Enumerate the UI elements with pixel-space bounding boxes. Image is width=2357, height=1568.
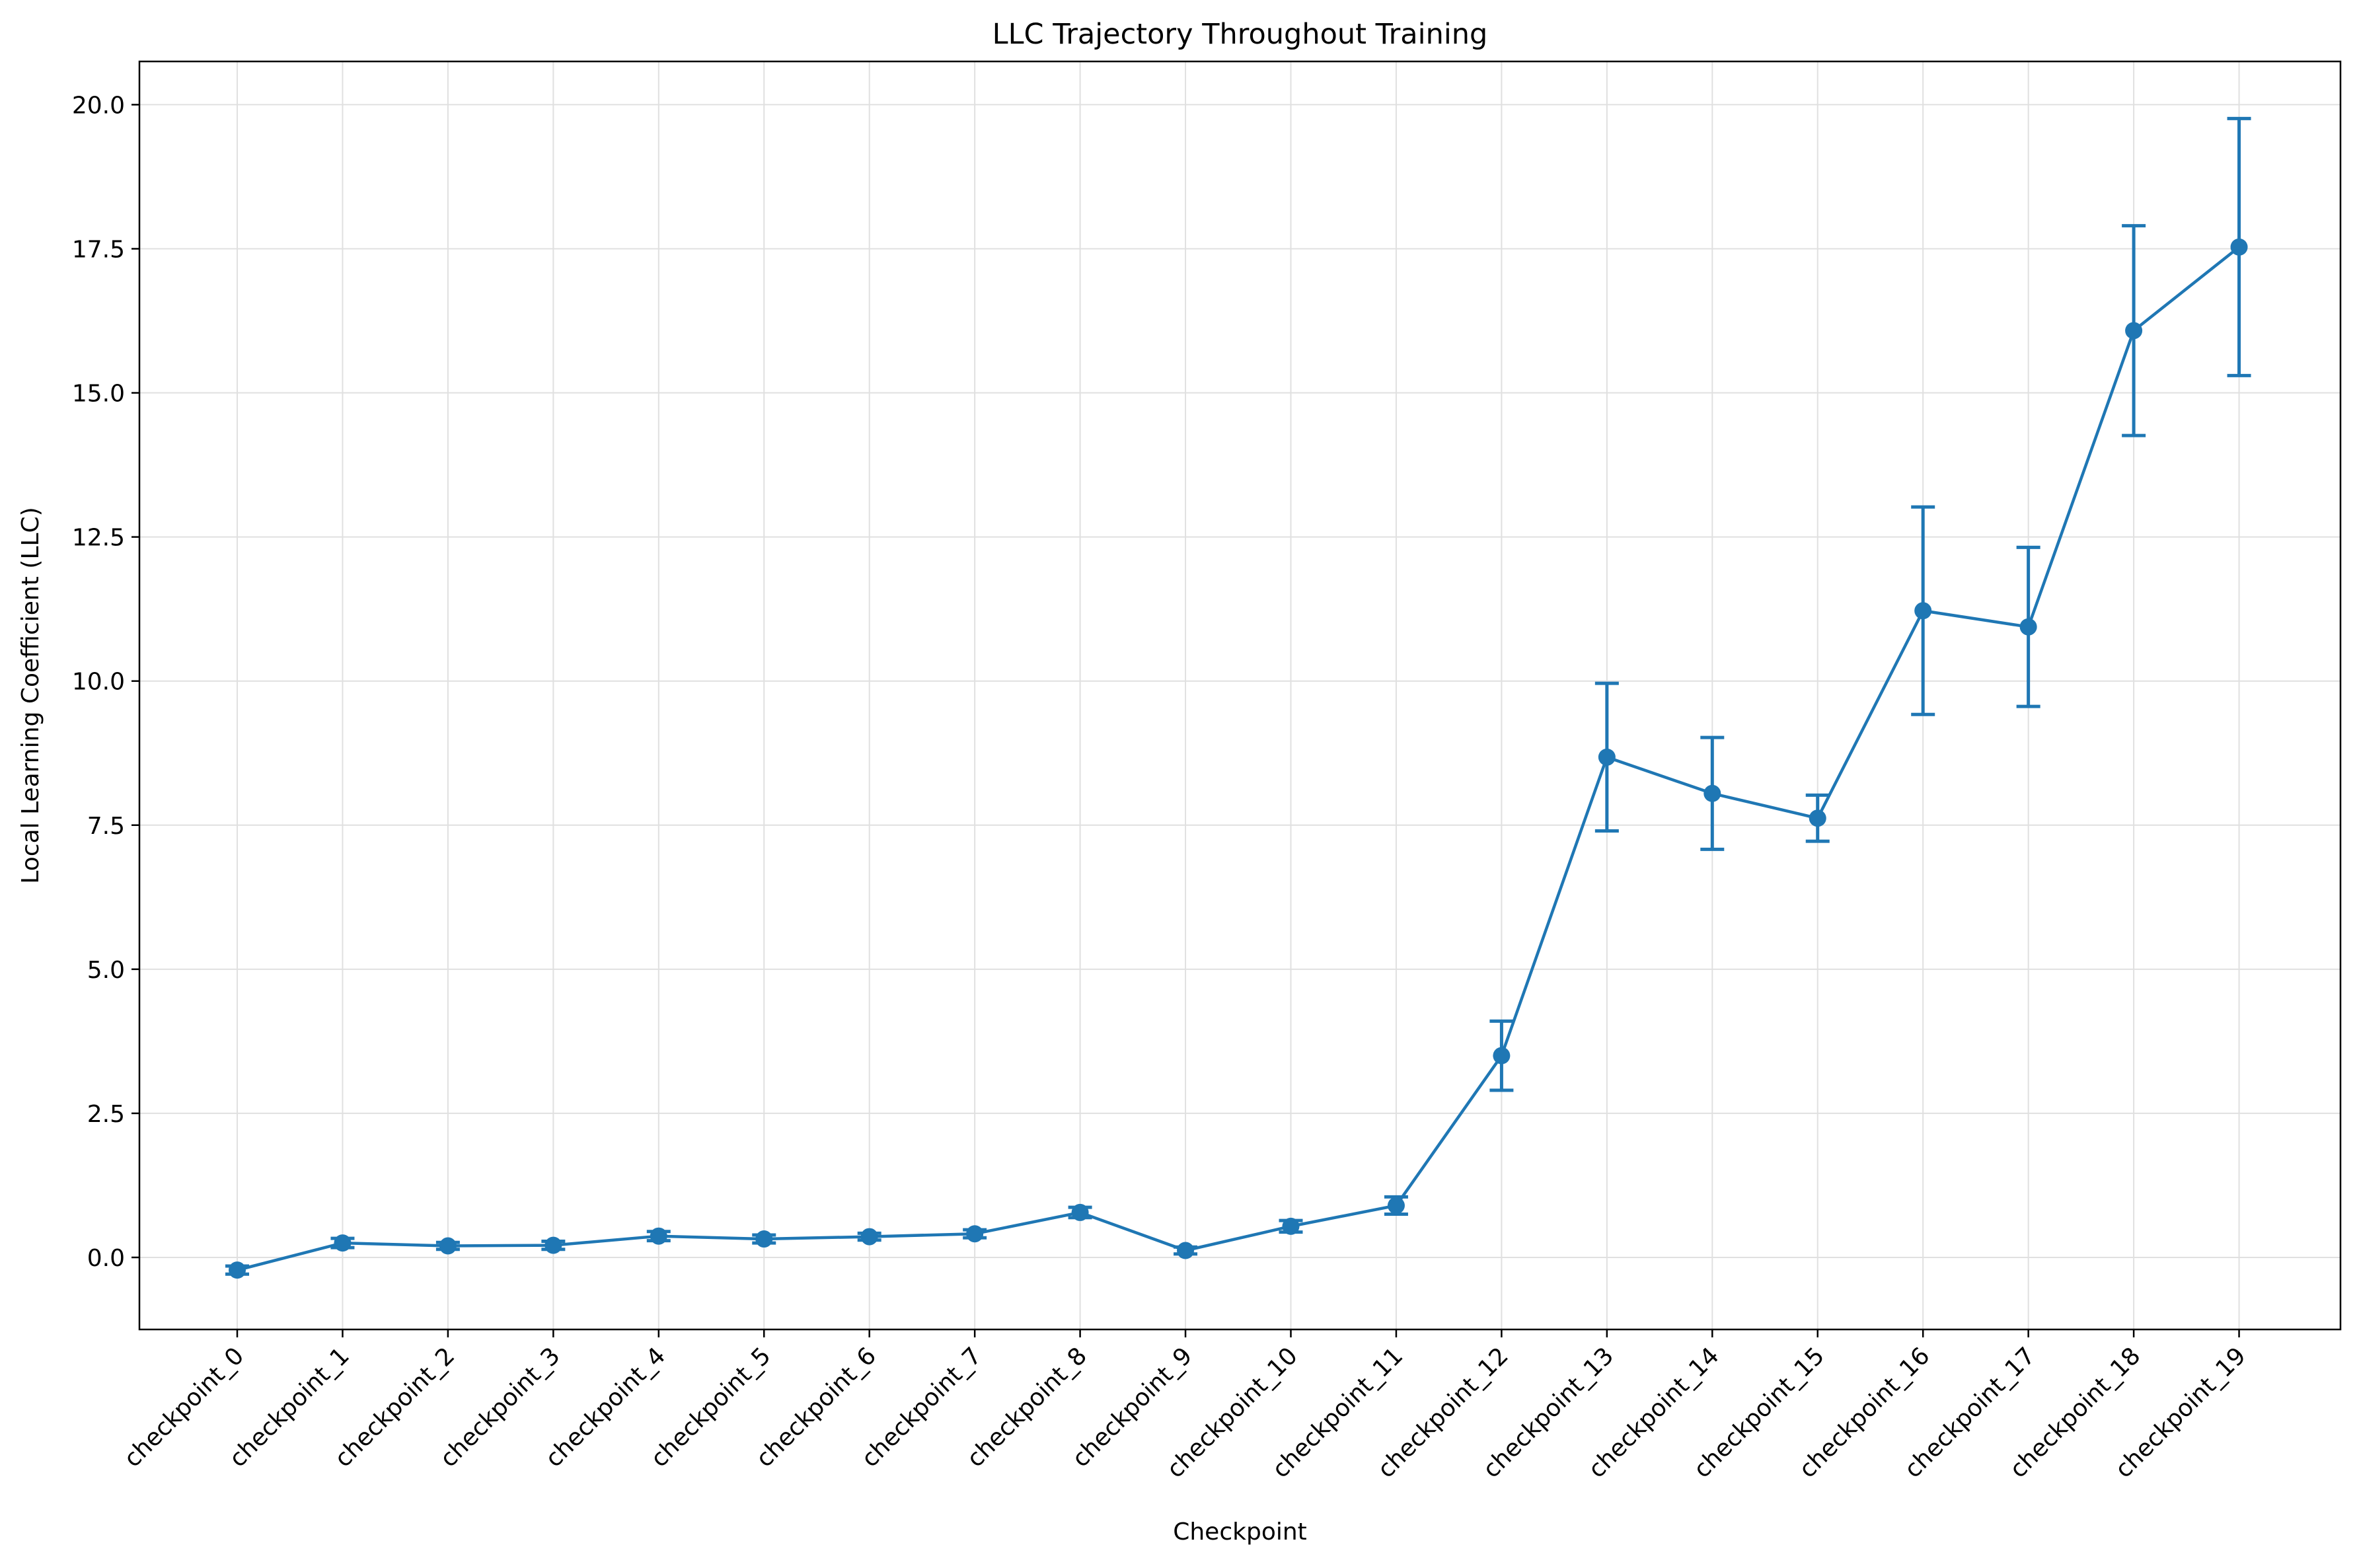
y-tick-label: 2.5: [87, 1101, 125, 1128]
y-tick-label: 0.0: [87, 1245, 125, 1272]
data-point: [1914, 602, 1932, 620]
data-point: [544, 1236, 562, 1254]
data-point: [755, 1230, 773, 1248]
x-axis-label: Checkpoint: [1173, 1518, 1307, 1546]
data-point: [1071, 1203, 1089, 1221]
plot-frame: [138, 60, 2342, 1331]
y-tick-label: 10.0: [72, 669, 125, 696]
data-point: [2230, 238, 2248, 256]
chart-title: LLC Trajectory Throughout Training: [992, 18, 1488, 51]
data-point: [1703, 784, 1721, 802]
y-tick-label: 5.0: [87, 957, 125, 984]
data-point: [1493, 1047, 1511, 1064]
y-axis-label: Local Learning Coefficient (LLC): [17, 507, 44, 883]
y-tick-label: 17.5: [72, 236, 125, 263]
data-point: [2125, 322, 2143, 340]
grid: [139, 61, 2340, 1329]
data-point: [439, 1237, 457, 1255]
y-tick-label: 20.0: [72, 92, 125, 119]
y-tick-label: 12.5: [72, 525, 125, 552]
data-point: [650, 1227, 667, 1245]
data-point: [1387, 1197, 1405, 1214]
data-point: [2019, 618, 2037, 636]
y-tick-label: 7.5: [87, 813, 125, 840]
series-line: [237, 246, 2240, 1272]
data-point: [1598, 748, 1616, 766]
data-point: [1282, 1217, 1300, 1235]
data-point: [334, 1234, 352, 1252]
plot-data: [225, 116, 2251, 1279]
y-tick-label: 15.0: [72, 381, 125, 408]
data-point: [229, 1261, 246, 1279]
data-point: [966, 1225, 984, 1243]
data-point: [1177, 1242, 1195, 1259]
data-point: [860, 1228, 878, 1246]
data-point: [1809, 809, 1826, 827]
